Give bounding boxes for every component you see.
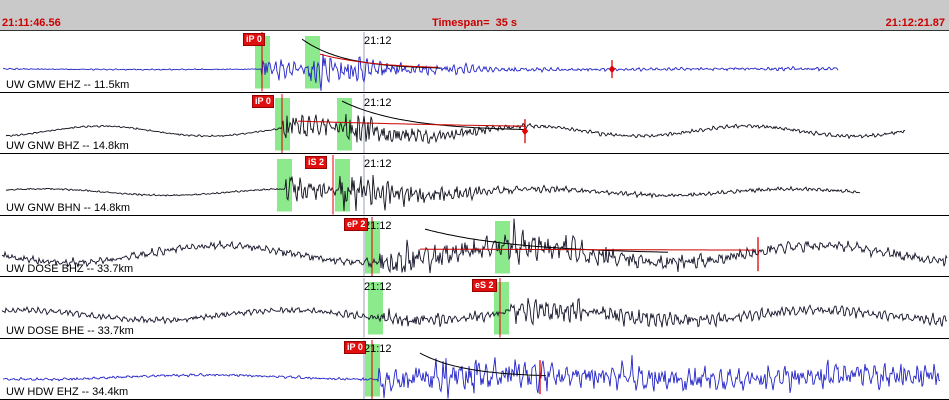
- trace-row-2[interactable]: iP 0 21:12 UW GNW BHZ -- 14.8km: [0, 92, 949, 155]
- trace-panel: iP 0 21:12 UW GMW EHZ -- 11.5km iP 0 21:12 UW…: [0, 31, 949, 400]
- waveform-canvas[interactable]: [0, 216, 949, 278]
- station-label: UW DOSE BHE -- 33.7km: [6, 324, 134, 337]
- coda-decay-curve-black: [424, 228, 669, 253]
- station-label: UW HDW EHZ -- 34.4km: [6, 386, 129, 398]
- waveform[interactable]: [1, 217, 948, 273]
- station-label: UW GNW BHN -- 14.8km: [6, 201, 131, 214]
- coda-decay-curve-red: [319, 53, 438, 68]
- window-end-time: 21:12:21.87: [885, 17, 945, 29]
- coda-decay-curve-red: [297, 120, 526, 127]
- timespan-label: Timespan= 35 s: [431, 17, 518, 29]
- coda-marker-diamond[interactable]: [608, 65, 616, 74]
- waveform-canvas[interactable]: [0, 277, 949, 339]
- pick-window-band: [495, 220, 510, 273]
- event-header: 61230257 UW 2017-01-24 21:11:54.44 47.50…: [0, 0, 949, 17]
- minute-tick-label: 21:12: [364, 35, 392, 47]
- pick-flag[interactable]: iS 2: [305, 156, 328, 169]
- trace-row-3[interactable]: iS 2 21:12 UW GNW BHN -- 14.8km: [0, 154, 949, 216]
- station-label: UW GNW BHZ -- 14.8km: [6, 140, 129, 152]
- station-label: UW DOSE BHZ -- 33.7km: [6, 263, 134, 275]
- pick-window-band: [368, 282, 383, 335]
- window-start-time: 21:11:46.56: [2, 17, 61, 29]
- trace-row-6[interactable]: iP 0 21:12 UW HDW EHZ -- 34.4km: [0, 338, 949, 400]
- waveform[interactable]: [2, 53, 839, 91]
- pick-flag[interactable]: eS 2: [472, 279, 497, 292]
- waveform[interactable]: [1, 297, 948, 329]
- trace-row-5[interactable]: eS 2 21:12 UW DOSE BHE -- 33.7km: [0, 277, 949, 339]
- trace-row-1[interactable]: iP 0 21:12 UW GMW EHZ -- 11.5km: [0, 31, 949, 93]
- waveform[interactable]: [3, 354, 941, 399]
- waveform[interactable]: [5, 113, 906, 144]
- station-label: UW GMW EHZ -- 11.5km: [6, 78, 130, 91]
- pick-flag[interactable]: iP 0: [252, 94, 274, 108]
- pick-window-band: [494, 282, 509, 335]
- time-axis-bar: 21:11:46.56 Timespan= 35 s 21:12:21.87: [0, 17, 949, 31]
- waveform[interactable]: [5, 174, 861, 212]
- coda-marker-diamond[interactable]: [521, 126, 529, 135]
- waveform-canvas[interactable]: [0, 31, 949, 93]
- coda-decay-curve-red: [420, 248, 756, 251]
- minute-tick-label: 21:12: [364, 342, 392, 355]
- minute-tick-label: 21:12: [364, 281, 392, 293]
- pick-flag[interactable]: iP 0: [243, 33, 265, 46]
- minute-tick-label: 21:12: [364, 158, 392, 170]
- waveform-canvas[interactable]: [0, 339, 949, 400]
- minute-tick-label: 21:12: [364, 96, 392, 109]
- waveform-canvas[interactable]: [0, 93, 949, 155]
- pick-flag[interactable]: eP 2: [344, 217, 369, 231]
- trace-row-4[interactable]: eP 2 21:12 UW DOSE BHZ -- 33.7km: [0, 215, 949, 278]
- waveform-canvas[interactable]: [0, 154, 949, 216]
- pick-flag[interactable]: iP 0: [344, 340, 366, 354]
- coda-decay-curve-black: [419, 352, 547, 376]
- minute-tick-label: 21:12: [364, 219, 392, 232]
